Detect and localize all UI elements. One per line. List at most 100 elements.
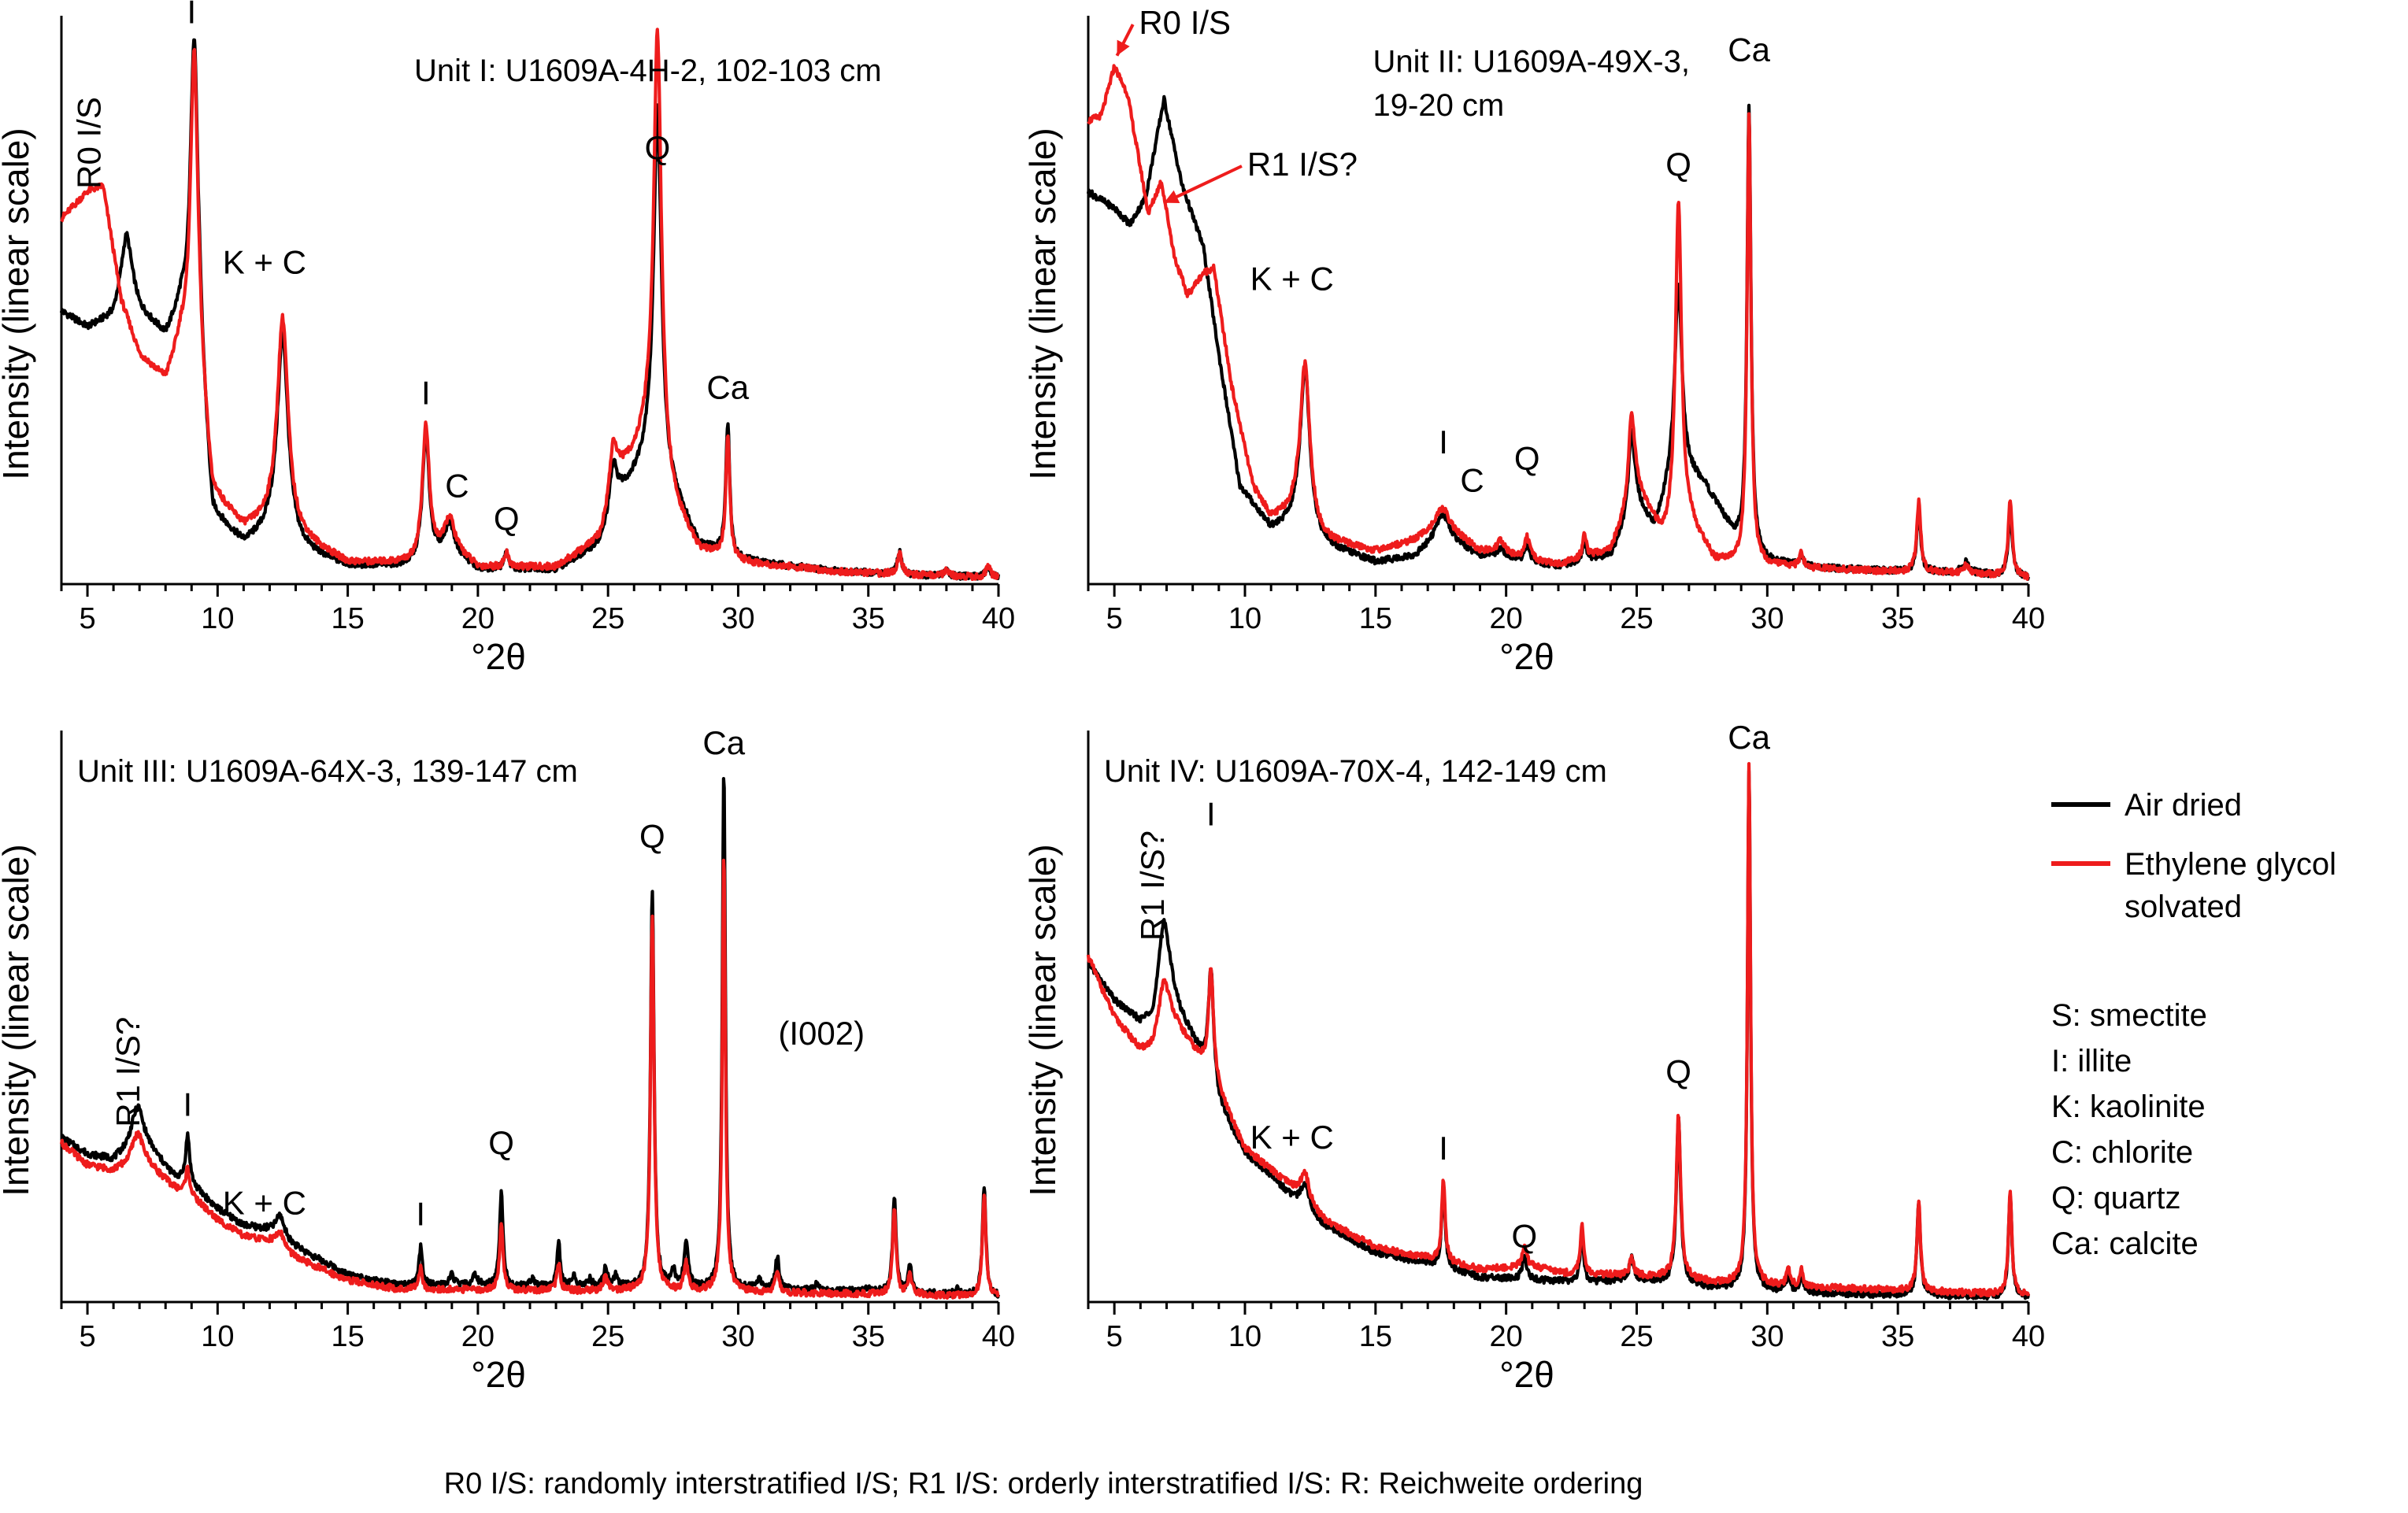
panel-unit-iii: 5 10 15 20 25 30 35 40 °2θ Intensity (linear scal… — [0, 724, 1015, 1395]
x-tick-label: 15 — [1359, 1320, 1392, 1353]
peak-annotation: K + C — [223, 244, 306, 281]
peak-annotation: K + C — [223, 1185, 306, 1222]
peak-annotation: Q — [645, 129, 671, 166]
panel-unit-i: 5 10 15 20 25 30 35 40 °2θ Intensity (linear scal… — [0, 0, 1015, 677]
peak-annotation: I — [1439, 424, 1448, 461]
peak-annotation: Ca — [706, 369, 749, 406]
panel-title: Unit IV: U1609A-70X-4, 142-149 cm — [1104, 754, 1607, 789]
peak-annotation: I — [1206, 795, 1216, 832]
peak-annotation: Q — [1665, 1053, 1691, 1090]
x-axis-label: °2θ — [1499, 1354, 1554, 1395]
panel-unit-iv: 5 10 15 20 25 30 35 40 °2θ Intensity (linear scal… — [1022, 719, 2045, 1395]
peak-annotation: (I002) — [778, 1015, 865, 1052]
peak-annotation: I — [421, 375, 431, 412]
peak-annotation: Ca — [1728, 719, 1770, 756]
x-tick-label: 40 — [2012, 602, 2045, 635]
peak-annotation: Q — [1665, 146, 1691, 183]
x-tick-label: 15 — [331, 602, 364, 635]
mineral-key-item: Q: quartz — [2051, 1181, 2181, 1215]
peak-annotation: K + C — [1250, 260, 1334, 297]
peak-annotation: I — [183, 1086, 192, 1123]
annotation-arrowhead — [1164, 190, 1180, 204]
panel-title-line: 19-20 cm — [1373, 88, 1505, 123]
y-axis-label: Intensity (linear scale) — [0, 844, 36, 1196]
x-tick-label: 35 — [1881, 1320, 1914, 1353]
mineral-key: S: smectite I: illite K: kaolinite C: chlor… — [2051, 998, 2207, 1261]
x-tick-label: 20 — [461, 1320, 495, 1353]
peak-annotation: R0 I/S — [1139, 4, 1231, 41]
x-tick-label: 20 — [461, 602, 495, 635]
chart-panels: 5 10 15 20 25 30 35 40 °2θ Intensity (linear scal… — [0, 0, 2045, 1395]
x-tick-label: 30 — [1750, 1320, 1784, 1353]
annotation-arrowhead — [1117, 39, 1130, 56]
panel-title: Unit III: U1609A-64X-3, 139-147 cm — [77, 754, 578, 789]
x-tick-label: 30 — [721, 1320, 754, 1353]
x-axis-label: °2θ — [471, 1354, 526, 1395]
y-axis-label: Intensity (linear scale) — [1022, 844, 1063, 1196]
x-tick-label: 40 — [982, 1320, 1015, 1353]
peak-annotation: R1 I/S? — [109, 1017, 146, 1127]
x-tick-label: 25 — [591, 602, 624, 635]
series-line-air-dried — [1087, 769, 2031, 1301]
x-tick-label: 15 — [331, 1320, 364, 1353]
peak-annotation: I — [187, 0, 196, 30]
panel-title: Unit I: U1609A-4H-2, 102-103 cm — [414, 54, 882, 88]
x-tick-label: 5 — [79, 602, 95, 635]
series-line-ethylene-glycol — [1087, 64, 2030, 581]
legend-label-ethylene-glycol-line2: solvated — [2125, 890, 2242, 924]
x-tick-label: 35 — [852, 1320, 885, 1353]
series-line-ethylene-glycol — [1086, 762, 2031, 1298]
peak-annotation: R0 I/S — [71, 97, 108, 189]
panel-title-line: Unit II: U1609A-49X-3, — [1373, 45, 1690, 80]
x-tick-label: 5 — [1106, 602, 1123, 635]
peak-annotation: Q — [1512, 1217, 1538, 1254]
x-tick-label: 5 — [79, 1320, 95, 1353]
peak-annotation: Q — [1514, 440, 1540, 477]
y-axis-label: Intensity (linear scale) — [0, 128, 36, 479]
series-line-ethylene-glycol — [59, 858, 1000, 1300]
legend-label-air-dried: Air dried — [2125, 788, 2242, 823]
peak-annotation: I — [1439, 1130, 1448, 1167]
x-tick-label: 10 — [1228, 602, 1261, 635]
x-tick-label: 5 — [1106, 1320, 1123, 1353]
peak-annotation: K + C — [1250, 1119, 1334, 1156]
x-tick-label: 15 — [1359, 602, 1392, 635]
mineral-key-item: Ca: calcite — [2051, 1226, 2199, 1261]
footnote: R0 I/S: randomly interstratified I/S; R1… — [444, 1467, 1643, 1500]
legend-label-ethylene-glycol: Ethylene glycol — [2125, 847, 2336, 882]
peak-annotation: Ca — [1728, 31, 1770, 68]
x-axis-label: °2θ — [1499, 636, 1554, 677]
mineral-key-item: S: smectite — [2051, 998, 2207, 1033]
peak-annotation: I — [416, 1196, 425, 1233]
panel-unit-ii: 5 10 15 20 25 30 35 40 °2θ Intensity (linear scal… — [1022, 4, 2045, 677]
x-tick-label: 40 — [2012, 1320, 2045, 1353]
y-axis-label: Intensity (linear scale) — [1022, 128, 1063, 479]
peak-annotation: Q — [488, 1124, 514, 1161]
series-line-air-dried — [1086, 94, 2031, 581]
series-line-air-dried — [60, 777, 1001, 1299]
peak-annotation: Q — [639, 817, 665, 854]
x-tick-label: 20 — [1490, 1320, 1523, 1353]
x-tick-label: 25 — [1620, 1320, 1653, 1353]
mineral-key-item: K: kaolinite — [2051, 1089, 2206, 1124]
x-tick-label: 10 — [201, 1320, 234, 1353]
x-tick-label: 25 — [1620, 602, 1653, 635]
peak-annotation: Q — [494, 500, 520, 537]
x-tick-label: 30 — [1750, 602, 1784, 635]
x-tick-label: 10 — [1228, 1320, 1261, 1353]
x-tick-label: 30 — [721, 602, 754, 635]
mineral-key-item: I: illite — [2051, 1044, 2132, 1078]
x-axis-label: °2θ — [471, 636, 526, 677]
x-tick-label: 35 — [1881, 602, 1914, 635]
x-tick-label: 25 — [591, 1320, 624, 1353]
peak-annotation: Ca — [702, 724, 745, 761]
peak-annotation: R1 I/S? — [1134, 830, 1171, 941]
series-line-ethylene-glycol — [60, 28, 1000, 582]
x-tick-label: 35 — [852, 602, 885, 635]
x-tick-label: 20 — [1490, 602, 1523, 635]
peak-annotation: C — [1460, 461, 1484, 498]
peak-annotation: C — [445, 467, 469, 504]
annotation-arrow — [1163, 165, 1243, 205]
legend: Air dried Ethylene glycol solvated — [2051, 788, 2336, 924]
